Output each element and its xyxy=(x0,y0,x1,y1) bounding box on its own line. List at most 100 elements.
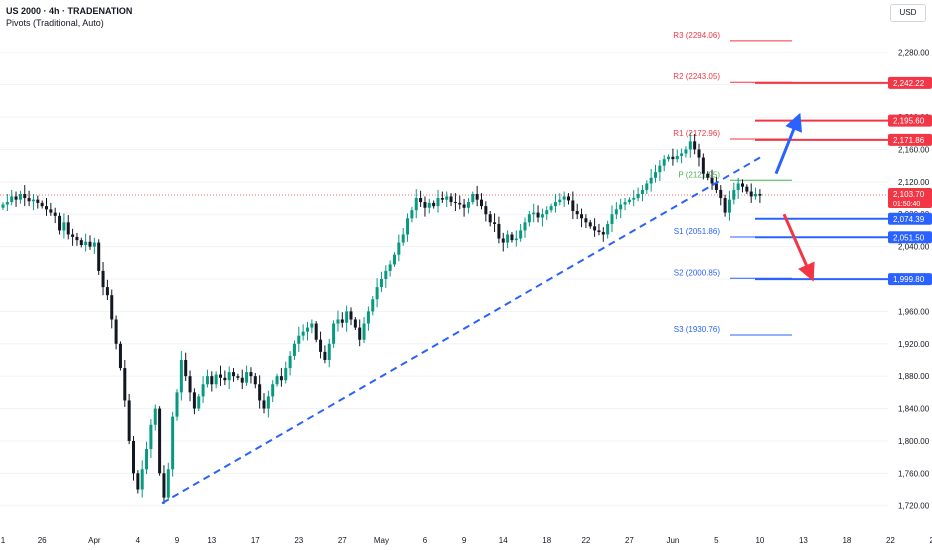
candle-body xyxy=(588,222,592,227)
candle-body xyxy=(519,230,523,239)
candle-body xyxy=(214,374,218,385)
candle-body xyxy=(706,173,710,178)
candle-body xyxy=(79,240,83,245)
candle-body xyxy=(179,359,183,393)
x-tick-label: Apr xyxy=(88,536,101,545)
candle-body xyxy=(406,218,410,235)
candle-body xyxy=(58,215,62,231)
candle-body xyxy=(97,242,101,271)
candle-body xyxy=(414,198,418,211)
candle-body xyxy=(749,191,753,197)
candle-body xyxy=(88,241,92,247)
candle-body xyxy=(510,234,514,241)
x-tick-label: 17 xyxy=(251,536,260,545)
candle-body xyxy=(332,323,336,344)
trendline[interactable] xyxy=(161,156,761,505)
indicator-label[interactable]: Pivots (Traditional, Auto) xyxy=(6,18,104,28)
candle-body xyxy=(545,210,549,215)
candle-body xyxy=(18,193,22,200)
candle-body xyxy=(667,156,671,160)
level-price-label: 2,195.60 xyxy=(893,117,925,126)
candle-body xyxy=(501,238,505,243)
candle-body xyxy=(636,193,640,199)
candle-body xyxy=(654,172,657,178)
price-axis[interactable]: 2,280.002,240.002,200.002,160.002,120.00… xyxy=(888,0,932,550)
candle-body xyxy=(527,214,531,223)
candle-body xyxy=(336,319,340,324)
candle-body xyxy=(384,270,388,279)
time-axis[interactable]: 1 26 Apr 4 9 13 17 23 27 May 6 9 14 18 22 27 Jun 5 10 13 18 2… xyxy=(1,536,932,545)
candle-body xyxy=(75,236,79,241)
candle-body xyxy=(192,392,196,409)
level-price-tag xyxy=(888,114,932,127)
x-tick-label: 26 xyxy=(929,536,932,545)
candle-body xyxy=(614,209,618,215)
pivot-label-p: P (2121.95) xyxy=(678,170,720,179)
pivot-levels: R3 (2294.06) R2 (2243.05) R1 (2172.96) P (2… xyxy=(0,31,888,336)
candle-body xyxy=(49,209,53,213)
candle-body xyxy=(301,331,305,336)
candle-body xyxy=(110,295,114,320)
bullish-arrow xyxy=(774,112,803,175)
y-tick-label: 2,120.00 xyxy=(898,178,930,187)
x-tick-label: 6 xyxy=(423,536,428,545)
candle-body xyxy=(580,214,584,219)
candle-body xyxy=(571,200,575,211)
candle-body xyxy=(127,400,131,441)
x-tick-label: 18 xyxy=(842,536,851,545)
projection-arrows[interactable] xyxy=(774,112,815,282)
x-tick-label: May xyxy=(374,536,389,545)
candle-body xyxy=(249,372,253,377)
candle-body xyxy=(31,199,35,202)
candle-body xyxy=(432,202,436,207)
candle-body xyxy=(523,222,527,231)
candle-body xyxy=(466,202,470,208)
candle-body xyxy=(488,214,492,223)
candle-body xyxy=(14,196,18,200)
countdown-label: 01:50:40 xyxy=(893,201,920,208)
candle-body xyxy=(84,241,88,245)
pivot-label-r2: R2 (2243.05) xyxy=(673,72,720,81)
candle-body xyxy=(306,327,309,332)
pivot-label-s1: S1 (2051.86) xyxy=(674,227,721,236)
candle-body xyxy=(458,202,462,205)
candle-body xyxy=(606,223,610,235)
candle-body xyxy=(219,374,222,378)
x-tick-label: 26 xyxy=(38,536,47,545)
chart-title: US 2000 · 4h · TRADENATION xyxy=(6,6,133,16)
candle-body xyxy=(188,376,192,393)
x-tick-label: 5 xyxy=(714,536,719,545)
candle-body xyxy=(553,202,557,207)
currency-button[interactable]: USD xyxy=(890,4,926,22)
candle-body xyxy=(645,183,649,190)
candle-body xyxy=(1,204,5,208)
candle-body xyxy=(23,193,27,199)
y-tick-label: 2,280.00 xyxy=(898,48,930,57)
candle-body xyxy=(688,141,692,150)
candle-body xyxy=(693,141,697,150)
chart-grid xyxy=(0,51,888,507)
candle-body xyxy=(623,202,627,205)
candle-body xyxy=(497,223,501,239)
candle-body xyxy=(258,384,262,401)
candle-body xyxy=(619,204,623,210)
candle-body xyxy=(245,372,249,383)
candle-body xyxy=(423,202,427,208)
candle-body xyxy=(114,319,118,344)
candle-body xyxy=(210,376,214,385)
x-tick-label: 27 xyxy=(625,536,634,545)
candle-body xyxy=(53,212,57,216)
pivot-label-s3: S3 (1930.76) xyxy=(674,325,721,334)
candle-body xyxy=(171,416,175,470)
candle-body xyxy=(310,323,314,328)
level-price-tag xyxy=(888,273,932,286)
candle-body xyxy=(584,218,588,223)
candle-body xyxy=(453,202,457,204)
candle-body xyxy=(575,210,579,215)
candle-body xyxy=(719,189,723,199)
x-tick-label: 1 xyxy=(1,536,6,545)
candle-body xyxy=(732,189,736,200)
candle-body xyxy=(105,287,109,296)
pivot-label-r3: R3 (2294.06) xyxy=(673,31,720,40)
